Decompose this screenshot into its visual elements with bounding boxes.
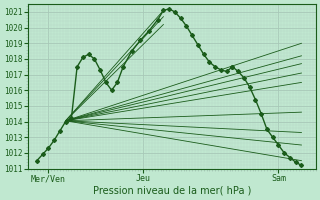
X-axis label: Pression niveau de la mer( hPa ): Pression niveau de la mer( hPa )	[93, 186, 251, 196]
